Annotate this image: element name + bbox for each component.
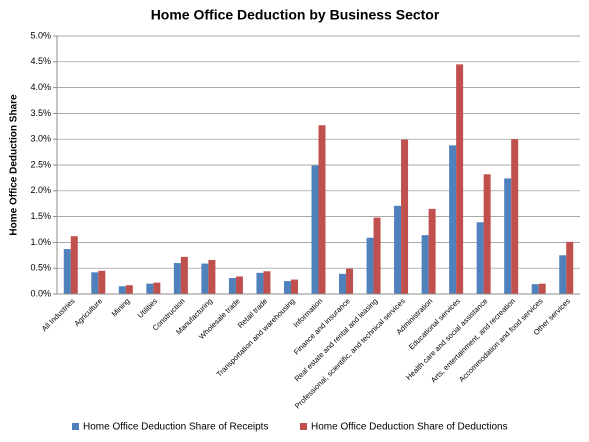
bar [504,178,512,294]
bar [70,236,78,294]
y-tick-label: 3.0% [30,134,51,144]
bar [538,283,546,294]
bar [566,241,574,294]
bar [339,273,347,294]
legend-label: Home Office Deduction Share of Receipts [83,422,268,433]
bar [511,139,519,294]
y-tick-label: 1.0% [30,237,51,247]
y-tick-label: 2.0% [30,185,51,195]
bar [449,145,457,294]
bar [483,174,491,294]
y-tick-label: 1.5% [30,211,51,221]
bar [283,281,291,294]
bar [401,139,409,294]
bar [63,249,71,294]
x-tick-label: Mining [110,296,132,318]
legend-label: Home Office Deduction Share of Deduction… [311,422,508,433]
x-tick-label: All Industries [40,296,77,333]
y-tick-label: 4.5% [30,56,51,66]
y-tick-label: 2.5% [30,159,51,169]
x-tick-label: Educational services [407,296,462,351]
y-tick-label: 0.5% [30,263,51,273]
y-axis-label: Home Office Deduction Share [9,94,20,236]
bar [256,272,264,294]
bar [421,235,429,294]
bar [201,263,209,294]
y-tick-label: 3.5% [30,108,51,118]
y-tick-label: 0.0% [30,288,51,298]
bar [428,208,436,294]
y-tick-label: 5.0% [30,30,51,40]
bar [456,64,464,294]
bar [118,286,126,294]
x-tick-label: Utilities [136,296,160,320]
bar [98,270,106,294]
bar [559,255,567,294]
bar [208,259,216,294]
legend-swatch [72,423,79,430]
bar [476,222,484,294]
bar [263,271,271,294]
legend-swatch [300,423,307,430]
bar [235,276,243,294]
bar [180,256,188,294]
bar [373,217,381,294]
bar [366,237,374,294]
bar [311,165,319,294]
bar [394,205,402,294]
bar [531,284,539,294]
chart-title: Home Office Deduction by Business Sector [151,7,440,23]
bar [146,283,154,294]
bar [228,278,236,294]
bar [153,282,161,294]
bar [173,263,181,294]
bar [290,279,298,294]
x-tick-label: Agriculture [72,296,104,328]
bar [91,272,99,294]
bar [346,268,354,294]
bar [125,285,133,294]
y-tick-label: 4.0% [30,82,51,92]
bar [318,125,326,294]
